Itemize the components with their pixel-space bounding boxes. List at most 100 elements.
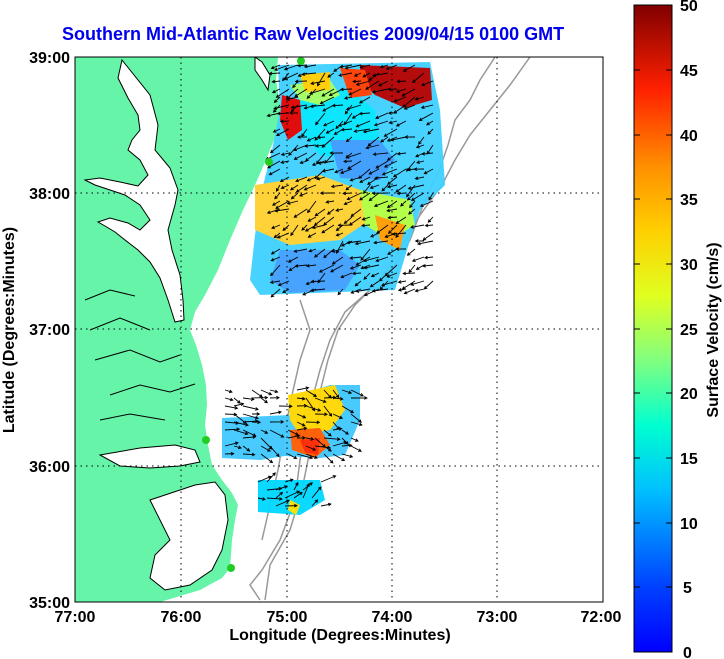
velocity-vector bbox=[373, 120, 389, 127]
velocity-vector bbox=[307, 200, 317, 214]
velocity-vector bbox=[361, 216, 371, 221]
velocity-vector bbox=[314, 412, 328, 417]
velocity-vector bbox=[335, 232, 344, 237]
velocity-vector bbox=[341, 443, 353, 448]
velocity-vector bbox=[317, 72, 326, 87]
velocity-vector bbox=[274, 208, 290, 213]
velocity-vector bbox=[269, 445, 280, 458]
velocity-vector bbox=[414, 288, 425, 293]
velocity-vector bbox=[346, 240, 362, 245]
velocity-vector bbox=[294, 88, 308, 97]
albemarle-sound bbox=[98, 444, 201, 469]
velocity-vector bbox=[269, 410, 282, 415]
velocity-vector bbox=[371, 88, 389, 94]
velocity-vector bbox=[288, 144, 299, 156]
velocity-vector bbox=[301, 224, 308, 231]
velocity-vector bbox=[406, 184, 416, 198]
velocity-vector bbox=[427, 216, 434, 223]
velocity-vector bbox=[421, 152, 434, 156]
velocity-vector bbox=[314, 144, 326, 148]
colorbar-tick-label: 40 bbox=[680, 128, 698, 145]
velocity-vector bbox=[375, 256, 389, 263]
x-axis-label: Longitude (Degrees:Minutes) bbox=[229, 627, 450, 644]
velocity-vector bbox=[387, 184, 398, 189]
velocity-vector bbox=[293, 152, 308, 160]
velocity-vector bbox=[251, 420, 262, 425]
velocity-vector bbox=[325, 128, 335, 134]
velocity-vector bbox=[423, 168, 434, 175]
velocity-vector bbox=[289, 111, 299, 115]
velocity-vector bbox=[260, 445, 271, 452]
velocity-vector bbox=[296, 453, 314, 460]
velocity-vector bbox=[284, 478, 294, 483]
velocity-vector bbox=[331, 256, 344, 265]
velocity-vector bbox=[421, 80, 434, 87]
velocity-vector bbox=[350, 288, 362, 294]
velocity-vector bbox=[395, 88, 407, 93]
velocity-vector bbox=[269, 395, 280, 400]
velocity-vector bbox=[284, 490, 301, 499]
velocity-vector bbox=[233, 402, 245, 407]
velocity-vector bbox=[311, 499, 319, 507]
velocity-vector bbox=[410, 224, 425, 229]
velocity-vector bbox=[419, 200, 434, 207]
velocity-vector bbox=[388, 120, 398, 125]
velocity-vector bbox=[400, 200, 407, 207]
velocity-vector bbox=[251, 395, 269, 400]
velocity-vector bbox=[332, 427, 343, 431]
x-tick-label: 74:00 bbox=[372, 609, 413, 626]
velocity-vector bbox=[392, 168, 407, 178]
velocity-vector bbox=[224, 397, 234, 402]
velocity-vector bbox=[363, 184, 371, 194]
velocity-vector bbox=[413, 167, 425, 172]
velocity-vector bbox=[328, 88, 344, 97]
velocity-vector bbox=[282, 224, 290, 231]
velocity-vector bbox=[269, 429, 285, 438]
velocity-vector bbox=[325, 200, 335, 204]
velocity-vector bbox=[387, 224, 398, 235]
velocity-vector bbox=[367, 136, 380, 147]
velocity-vector bbox=[310, 279, 326, 284]
velocity-vector bbox=[308, 248, 317, 253]
velocity-vector bbox=[295, 184, 308, 193]
velocity-vector bbox=[321, 88, 335, 97]
velocity-vector bbox=[279, 119, 290, 124]
velocity-vector bbox=[296, 386, 310, 391]
velocity-vector bbox=[428, 192, 434, 201]
velocity-vector bbox=[343, 216, 353, 225]
station-marker-3 bbox=[202, 436, 210, 444]
velocity-vector bbox=[257, 475, 272, 483]
velocity-vector bbox=[260, 397, 269, 404]
velocity-vector bbox=[369, 184, 380, 189]
velocity-vector bbox=[359, 192, 371, 201]
velocity-vector bbox=[271, 224, 281, 230]
colorbar-tick-label: 0 bbox=[683, 645, 692, 659]
velocity-vector bbox=[348, 88, 362, 96]
station-marker-2 bbox=[265, 158, 273, 166]
velocity-vector bbox=[242, 413, 259, 420]
velocity-vector bbox=[349, 176, 362, 182]
velocity-vector bbox=[358, 111, 371, 116]
velocity-vector bbox=[408, 208, 416, 215]
velocity-vector bbox=[332, 397, 344, 401]
velocity-vector bbox=[336, 240, 344, 254]
velocity-vector bbox=[224, 405, 239, 410]
y-axis: 39:00 38:00 37:00 36:00 35:00 Latitude (… bbox=[1, 50, 70, 612]
velocity-vector bbox=[269, 420, 285, 424]
velocity-vector bbox=[321, 224, 335, 234]
velocity-vector bbox=[271, 88, 281, 94]
velocity-vector bbox=[379, 64, 389, 69]
velocity-vector bbox=[284, 503, 298, 508]
velocity-vector bbox=[331, 103, 344, 108]
velocity-vector bbox=[329, 151, 344, 155]
velocity-vector bbox=[391, 232, 407, 236]
velocity-vector bbox=[362, 256, 380, 263]
velocity-vector bbox=[299, 192, 308, 197]
x-tick-label: 72:00 bbox=[581, 609, 622, 626]
velocity-vector bbox=[350, 421, 363, 427]
velocity-vector bbox=[334, 168, 344, 174]
velocity-vector bbox=[310, 80, 326, 85]
velocity-vector bbox=[381, 280, 398, 287]
velocity-vector bbox=[296, 426, 308, 431]
